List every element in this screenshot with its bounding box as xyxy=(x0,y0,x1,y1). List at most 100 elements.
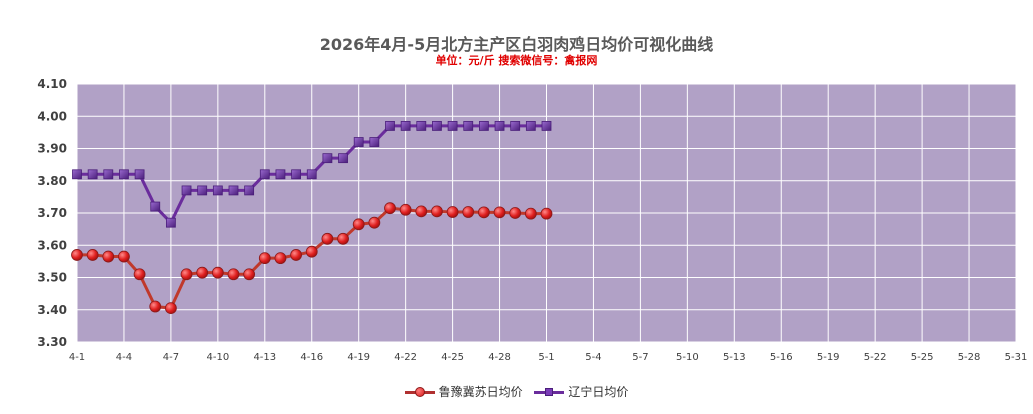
data-point[interactable] xyxy=(86,249,99,261)
data-point[interactable] xyxy=(415,205,428,218)
y-tick-label: 3.50 xyxy=(37,271,67,285)
data-point[interactable] xyxy=(181,185,192,196)
data-point[interactable] xyxy=(353,137,364,147)
x-tick-label: 4-13 xyxy=(253,352,276,363)
y-axis-tick-labels: 3.30 3.40 3.50 3.60 3.70 3.80 3.90 4.00 4.10 xyxy=(37,77,67,349)
x-tick-label: 4-22 xyxy=(394,352,417,363)
data-point[interactable] xyxy=(290,249,303,261)
data-point[interactable] xyxy=(477,206,490,219)
y-tick-label: 3.70 xyxy=(37,206,67,220)
data-point[interactable] xyxy=(149,300,162,313)
data-point[interactable] xyxy=(119,169,129,180)
chart-title: 2026年4月-5月北方主产区白羽肉鸡日均价可视化曲线 xyxy=(319,35,714,54)
y-tick-label: 4.10 xyxy=(37,77,67,91)
data-point[interactable] xyxy=(337,232,349,245)
x-tick-label: 5-28 xyxy=(958,352,981,363)
data-point[interactable] xyxy=(306,169,317,180)
data-point[interactable] xyxy=(274,252,287,265)
data-point[interactable] xyxy=(103,169,114,180)
x-tick-label: 5-16 xyxy=(770,352,793,363)
x-tick-label: 5-10 xyxy=(676,352,699,363)
data-point[interactable] xyxy=(165,217,176,228)
data-point[interactable] xyxy=(258,252,271,265)
data-point[interactable] xyxy=(462,206,475,218)
data-point[interactable] xyxy=(525,121,536,131)
x-tick-label: 5-22 xyxy=(864,352,887,363)
legend-item-series-2[interactable]: 辽宁日均价 xyxy=(534,383,628,400)
legend-item-series-1[interactable]: 鲁豫冀苏日均价 xyxy=(404,383,523,400)
x-tick-label: 5-4 xyxy=(585,352,601,363)
data-point[interactable] xyxy=(321,232,334,245)
data-point[interactable] xyxy=(510,121,521,131)
data-point[interactable] xyxy=(150,201,161,212)
data-point[interactable] xyxy=(134,169,145,180)
data-point[interactable] xyxy=(478,121,489,131)
data-point[interactable] xyxy=(493,206,506,219)
x-tick-label: 4-4 xyxy=(116,352,132,363)
data-point[interactable] xyxy=(244,185,255,196)
data-point[interactable] xyxy=(227,268,240,281)
x-tick-label: 4-1 xyxy=(69,352,85,363)
data-point[interactable] xyxy=(291,169,302,180)
x-tick-label: 4-16 xyxy=(300,352,323,363)
y-tick-label: 3.40 xyxy=(37,303,67,317)
x-tick-label: 4-28 xyxy=(488,352,511,363)
legend-label-series-1: 鲁豫冀苏日均价 xyxy=(438,385,523,399)
data-point[interactable] xyxy=(540,207,553,220)
x-tick-label: 4-7 xyxy=(163,352,179,363)
data-point[interactable] xyxy=(524,207,537,220)
data-point[interactable] xyxy=(164,302,177,315)
data-point[interactable] xyxy=(432,121,442,131)
data-point[interactable] xyxy=(399,203,412,216)
data-point[interactable] xyxy=(305,245,318,258)
series-layer xyxy=(71,121,553,315)
legend-swatch-series-1 xyxy=(404,386,435,397)
chart-subtitle: 单位：元/斤 搜索微信号：禽报网 xyxy=(435,54,598,67)
data-point[interactable] xyxy=(494,121,505,131)
data-point[interactable] xyxy=(71,249,83,261)
x-tick-label: 5-19 xyxy=(817,352,840,363)
x-tick-label: 5-1 xyxy=(538,352,554,363)
y-tick-label: 4.00 xyxy=(37,109,67,123)
data-point[interactable] xyxy=(541,121,552,131)
data-point[interactable] xyxy=(384,202,396,215)
x-tick-label: 5-25 xyxy=(911,352,934,363)
x-tick-label: 4-10 xyxy=(206,352,229,363)
data-point[interactable] xyxy=(87,169,98,180)
data-point[interactable] xyxy=(509,207,522,219)
data-point[interactable] xyxy=(259,169,270,180)
data-point[interactable] xyxy=(196,266,209,279)
y-tick-label: 3.80 xyxy=(37,174,67,188)
data-point[interactable] xyxy=(212,185,223,196)
plot-border xyxy=(76,83,1017,343)
data-point[interactable] xyxy=(197,185,208,196)
data-point[interactable] xyxy=(447,121,458,131)
data-point[interactable] xyxy=(72,169,82,180)
data-point[interactable] xyxy=(431,205,443,218)
x-tick-label: 5-13 xyxy=(723,352,746,363)
data-point[interactable] xyxy=(102,250,115,263)
data-point[interactable] xyxy=(463,121,474,131)
data-point[interactable] xyxy=(180,268,193,281)
data-point[interactable] xyxy=(118,250,130,263)
data-point[interactable] xyxy=(211,266,224,279)
data-point[interactable] xyxy=(338,153,348,164)
data-point[interactable] xyxy=(400,121,411,131)
data-point[interactable] xyxy=(368,216,381,229)
legend-swatch-series-2 xyxy=(534,387,565,397)
data-point[interactable] xyxy=(416,121,427,131)
data-point[interactable] xyxy=(228,185,239,196)
data-point[interactable] xyxy=(385,121,395,131)
data-point[interactable] xyxy=(243,268,256,281)
data-point[interactable] xyxy=(446,206,459,218)
data-point[interactable] xyxy=(369,137,380,147)
x-axis-tick-labels: 4-1 4-4 4-7 4-10 4-13 4-16 4-19 4-22 4-25 4-28 5-1… xyxy=(69,352,1028,363)
x-tick-label: 5-7 xyxy=(632,352,648,363)
data-point[interactable] xyxy=(133,268,146,281)
data-point[interactable] xyxy=(352,218,365,231)
y-tick-label: 3.30 xyxy=(37,335,67,349)
data-point[interactable] xyxy=(275,169,286,180)
legend-label-series-2: 辽宁日均价 xyxy=(568,385,629,399)
data-point[interactable] xyxy=(322,153,333,164)
